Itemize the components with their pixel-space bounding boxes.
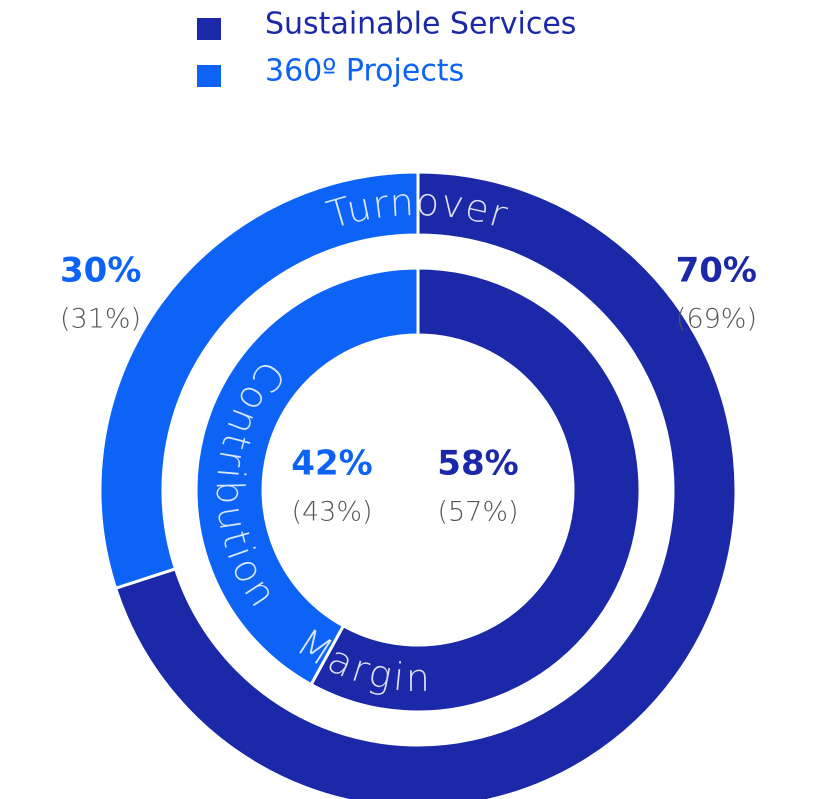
value-label: 70% [676, 251, 757, 291]
legend-swatch [197, 65, 221, 87]
value-label: 58% [437, 444, 518, 484]
donut-segment [98, 170, 420, 591]
prior-value-label: (43%) [291, 497, 372, 528]
value-label: 30% [60, 251, 141, 291]
legend-swatch [197, 18, 221, 40]
donut-segment [113, 170, 738, 799]
legend-label: Sustainable Services [265, 7, 576, 42]
value-label: 42% [291, 444, 372, 484]
donut-segment [194, 266, 420, 687]
legend-label: 360º Projects [265, 54, 464, 89]
donut-segment [309, 266, 642, 714]
prior-value-label: (57%) [437, 497, 518, 528]
prior-value-label: (69%) [676, 304, 757, 335]
ring-label: Margin [289, 619, 432, 699]
ring-label-path: Margin [289, 619, 430, 699]
prior-value-label: (31%) [60, 304, 141, 335]
